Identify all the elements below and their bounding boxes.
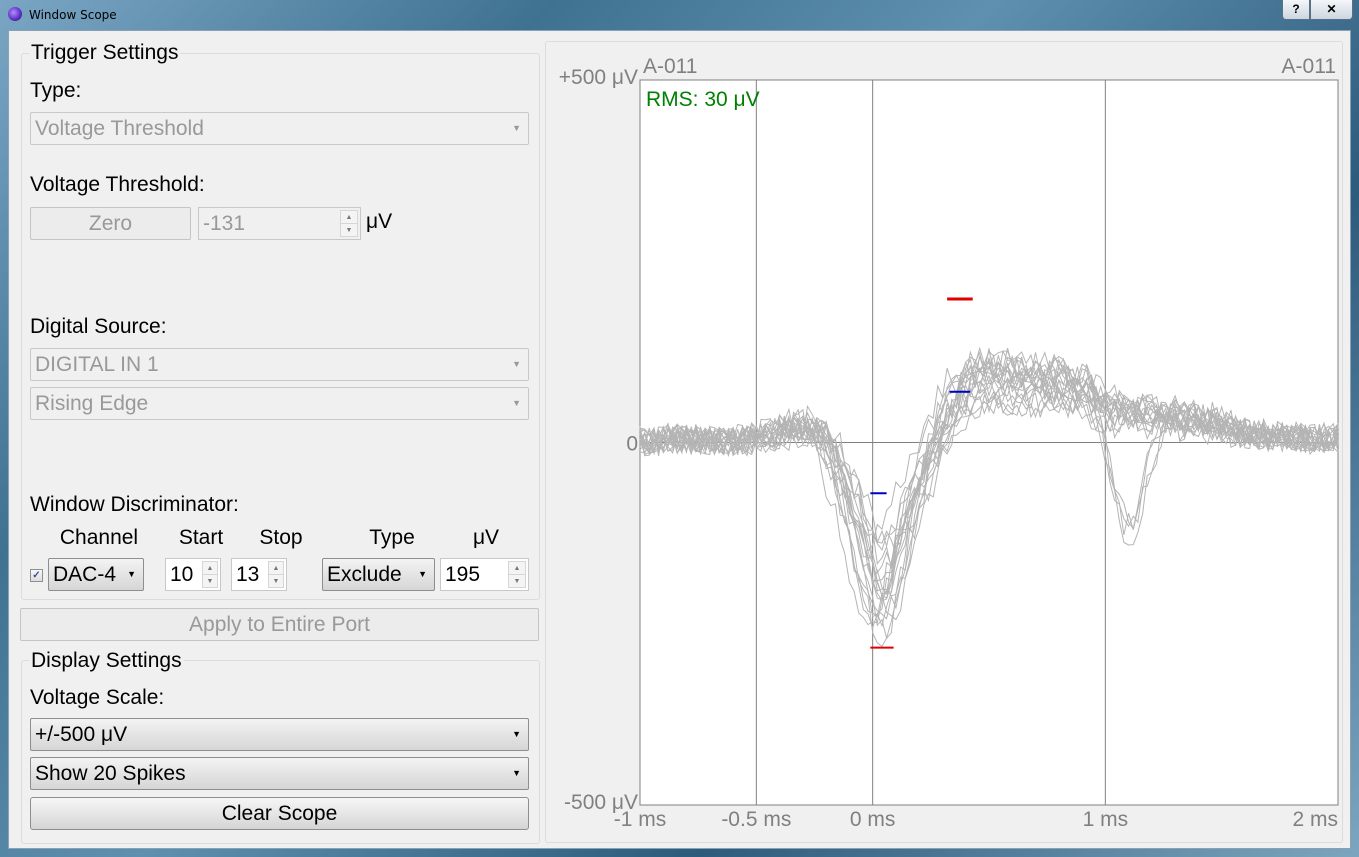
digital-source-label: Digital Source: bbox=[30, 315, 167, 338]
channel-value: DAC-4 bbox=[53, 563, 117, 586]
apply-to-entire-port-button[interactable]: Apply to Entire Port bbox=[20, 608, 539, 641]
spin-down-icon[interactable]: ▼ bbox=[345, 227, 353, 234]
uv-value: 195 bbox=[445, 563, 481, 586]
spike-trace bbox=[639, 383, 1339, 555]
y-tick-label: 0 bbox=[626, 433, 638, 456]
close-button[interactable]: ✕ bbox=[1310, 0, 1353, 20]
start-value: 10 bbox=[170, 563, 194, 586]
channel-label-left: A-011 bbox=[643, 55, 697, 78]
stop-header: Stop bbox=[259, 526, 303, 549]
x-tick-label: -0.5 ms bbox=[721, 808, 791, 831]
spin-up-icon[interactable]: ▲ bbox=[203, 562, 217, 575]
rms-label: RMS: 30 μV bbox=[646, 88, 760, 111]
window-client-area: Trigger Settings Type: Voltage Threshold… bbox=[8, 30, 1351, 849]
chevron-down-icon: ▼ bbox=[512, 729, 521, 739]
type-header: Type bbox=[369, 526, 415, 549]
threshold-value: -131 bbox=[203, 212, 246, 235]
voltage-threshold-label: Voltage Threshold: bbox=[30, 173, 205, 196]
uv-header: μV bbox=[472, 526, 500, 549]
stop-value: 13 bbox=[236, 563, 260, 586]
spike-trace bbox=[639, 364, 1339, 595]
edge-value: Rising Edge bbox=[35, 392, 149, 415]
trigger-type-value: Voltage Threshold bbox=[35, 117, 204, 140]
start-header: Start bbox=[178, 526, 224, 549]
spike-count-value: Show 20 Spikes bbox=[35, 762, 186, 785]
display-settings-title: Display Settings bbox=[29, 649, 184, 673]
spike-trace bbox=[639, 349, 1339, 630]
chevron-down-icon: ▼ bbox=[512, 359, 521, 369]
voltage-scale-value: +/-500 μV bbox=[35, 723, 128, 746]
x-tick-label: 2 ms bbox=[1292, 808, 1338, 831]
x-tick-label: -1 ms bbox=[614, 808, 667, 831]
window-type-value: Exclude bbox=[327, 563, 402, 586]
chevron-down-icon: ▼ bbox=[418, 569, 427, 579]
spike-scope-chart[interactable]: A-011 A-011 RMS: 30 μV +500 μV 0 -500 μV -… bbox=[546, 42, 1344, 844]
spin-down-icon[interactable]: ▼ bbox=[513, 578, 521, 585]
start-stepper[interactable]: ▲ ▼ bbox=[202, 561, 218, 588]
channel-header: Channel bbox=[59, 526, 139, 549]
display-settings-group bbox=[21, 660, 540, 844]
window-discriminator-checkbox[interactable]: ✓ bbox=[30, 569, 43, 582]
trigger-settings-title: Trigger Settings bbox=[29, 41, 181, 65]
spike-count-select[interactable]: Show 20 Spikes ▼ bbox=[30, 757, 529, 790]
spike-trace bbox=[639, 374, 1339, 582]
spin-down-icon[interactable]: ▼ bbox=[272, 578, 280, 585]
threshold-stepper[interactable]: ▲ ▼ bbox=[340, 210, 358, 237]
clear-scope-button[interactable]: Clear Scope bbox=[30, 797, 529, 830]
y-tick-label: +500 μV bbox=[559, 66, 638, 89]
trigger-type-select[interactable]: Voltage Threshold ▼ bbox=[30, 112, 529, 145]
uv-spinbox[interactable]: 195 ▲ ▼ bbox=[440, 558, 529, 591]
spin-up-icon[interactable]: ▲ bbox=[269, 562, 283, 575]
voltage-scale-select[interactable]: +/-500 μV ▼ bbox=[30, 718, 529, 751]
threshold-unit: μV bbox=[366, 210, 393, 233]
spin-up-icon[interactable]: ▲ bbox=[509, 562, 525, 575]
x-tick-label: 0 ms bbox=[850, 808, 896, 831]
spin-down-icon[interactable]: ▼ bbox=[206, 578, 214, 585]
app-icon bbox=[8, 7, 22, 21]
window-discriminator-label: Window Discriminator: bbox=[30, 493, 239, 516]
chevron-down-icon: ▼ bbox=[512, 768, 521, 778]
help-button[interactable]: ? bbox=[1282, 0, 1310, 20]
chevron-down-icon: ▼ bbox=[512, 123, 521, 133]
digital-source-select[interactable]: DIGITAL IN 1 ▼ bbox=[30, 348, 529, 381]
start-spinbox[interactable]: 10 ▲ ▼ bbox=[165, 558, 221, 591]
zero-button[interactable]: Zero bbox=[30, 207, 191, 240]
stop-stepper[interactable]: ▲ ▼ bbox=[268, 561, 284, 588]
digital-source-value: DIGITAL IN 1 bbox=[35, 353, 159, 376]
spin-up-icon[interactable]: ▲ bbox=[341, 211, 357, 224]
channel-select[interactable]: DAC-4 ▼ bbox=[48, 558, 144, 591]
uv-stepper[interactable]: ▲ ▼ bbox=[508, 561, 526, 588]
threshold-spinbox[interactable]: -131 ▲ ▼ bbox=[198, 207, 361, 240]
x-tick-label: 1 ms bbox=[1083, 808, 1129, 831]
title-bar[interactable]: Window Scope ? ✕ bbox=[0, 0, 1359, 30]
edge-select[interactable]: Rising Edge ▼ bbox=[30, 387, 529, 420]
voltage-scale-label: Voltage Scale: bbox=[30, 686, 165, 709]
stop-spinbox[interactable]: 13 ▲ ▼ bbox=[231, 558, 287, 591]
window-title: Window Scope bbox=[29, 8, 117, 22]
scope-panel: A-011 A-011 RMS: 30 μV +500 μV 0 -500 μV -… bbox=[545, 41, 1343, 843]
window-type-select[interactable]: Exclude ▼ bbox=[322, 558, 435, 591]
type-label: Type: bbox=[30, 79, 82, 102]
trigger-settings-group bbox=[21, 53, 540, 600]
chevron-down-icon: ▼ bbox=[127, 569, 136, 579]
channel-label-right: A-011 bbox=[1282, 55, 1336, 78]
chevron-down-icon: ▼ bbox=[512, 398, 521, 408]
y-tick-label: -500 μV bbox=[564, 791, 638, 814]
